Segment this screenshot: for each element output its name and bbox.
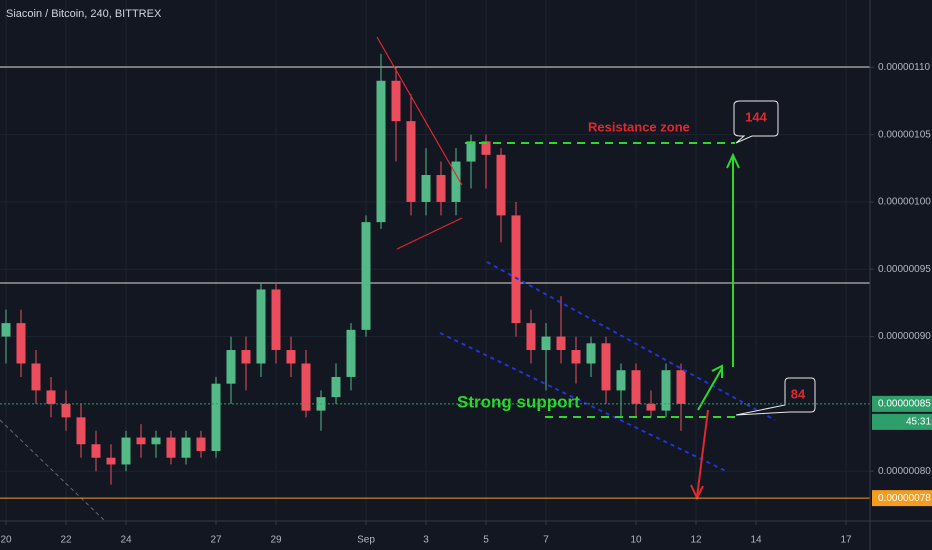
candle-body [646,403,656,411]
candle-body [376,80,386,223]
candle-body [31,363,41,391]
x-tick-label: 24 [120,535,132,546]
price-label: 0.00000085 [878,399,931,410]
candle-body [481,141,491,155]
price-label: 0.00000078 [878,493,931,504]
candle-body [271,289,281,351]
candle-body [571,350,581,364]
candle-body [421,175,431,202]
candle-body [46,390,56,404]
candle-body [616,370,626,391]
candle-body [346,329,356,377]
candle-body [391,80,401,122]
candle-body [436,175,446,202]
candle-body [301,363,311,411]
trend-line [0,419,106,522]
candle-body [526,323,536,351]
candle-body [1,323,11,337]
x-tick-label: 5 [483,535,489,546]
candle-body [241,350,251,364]
candle-body [631,370,641,404]
candle-body [151,437,161,445]
x-tick-label: 7 [543,535,549,546]
callout [733,100,779,144]
candle-body [16,323,26,364]
x-tick-label: 20 [0,535,12,546]
candle-body [286,350,296,364]
x-tick-label: 3 [423,535,429,546]
candle-body [331,376,341,398]
arrow-up [697,364,723,411]
countdown: 45:31 [906,417,931,428]
x-tick-label: 10 [630,535,642,546]
arrow-up [726,152,740,367]
candles [1,53,686,485]
candle-body [451,161,461,202]
callout [735,377,816,416]
candle-body [361,222,371,330]
callout-label: 84 [791,386,806,401]
candle-body [166,437,176,458]
candle-body [496,154,506,216]
x-tick-label: 27 [210,535,222,546]
candle-body [511,215,521,324]
price-label-box [872,490,932,507]
candle-body [226,350,236,384]
y-tick-label: 0.00000100 [878,197,931,208]
x-tick-label: 29 [270,535,282,546]
x-tick-label: 22 [60,535,72,546]
candle-body [196,437,206,451]
candle-body [586,343,596,364]
candle-body [676,370,686,404]
axes: 0.00000080 0.00000090 0.00000095 0.00000100… [0,62,932,546]
candle-body [76,417,86,445]
candle-body [601,343,611,391]
x-tick-label: Sep [357,535,375,546]
candle-body [466,141,476,162]
triangle-line [396,217,463,250]
y-tick-label: 0.00000110 [878,62,931,73]
drawings: 144 84 Resistance zone Strong support [0,36,870,501]
candle-body [256,289,266,364]
candle-body [181,437,191,458]
annotation: Strong support [457,392,580,411]
candle-body [541,336,551,351]
y-tick-label: 0.00000105 [878,129,931,140]
candle-body [106,457,116,465]
y-tick-label: 0.00000090 [878,331,931,342]
x-tick-label: 14 [750,535,762,546]
x-tick-label: 17 [840,535,852,546]
candle-body [406,121,416,202]
y-tick-label: 0.00000080 [878,466,931,477]
channel-line [439,332,729,473]
candle-body [61,403,71,418]
price-label-box [872,395,932,412]
chart-title: Siacoin / Bitcoin, 240, BITTREX [6,8,162,20]
candle-body [661,370,671,411]
candle-body [91,444,101,458]
channel-line [486,261,776,421]
y-tick-label: 0.00000095 [878,264,931,275]
candle-body [211,383,221,451]
countdown-box [872,413,932,430]
triangle-line [376,36,463,186]
callout-label: 144 [745,109,767,124]
candle-body [121,437,131,465]
annotation: Resistance zone [588,119,690,134]
candle-body [556,336,566,351]
x-tick-label: 12 [690,535,702,546]
candle-body [136,437,146,445]
